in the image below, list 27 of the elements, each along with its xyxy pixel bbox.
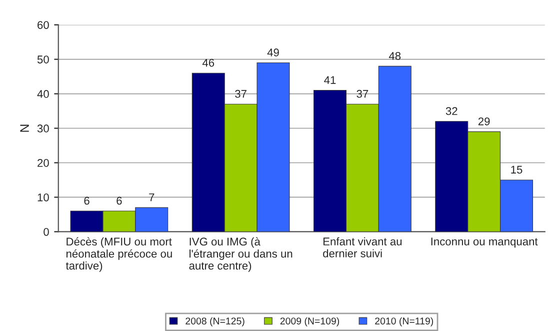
x-tick-label: Enfant vivant au dernier suivi: [323, 237, 402, 258]
y-tick-label: 50: [37, 56, 49, 64]
data-label: 6: [116, 196, 122, 205]
data-label: 6: [84, 196, 90, 205]
data-label: 37: [235, 90, 246, 98]
y-axis-title: N: [20, 124, 29, 132]
data-label: 37: [356, 90, 368, 98]
data-label: 46: [202, 58, 214, 67]
data-label: 41: [324, 76, 336, 84]
y-tick-label: 20: [38, 159, 49, 167]
y-tick-label: 40: [37, 90, 49, 98]
y-tick-label: 60: [38, 21, 49, 29]
data-label: 15: [511, 166, 522, 174]
y-tick-label: 30: [37, 124, 49, 132]
legend-label: 2008 (N=125): [186, 317, 244, 326]
x-tick-label: IVG ou IMG (à l'étranger ou dans un autre centre): [189, 237, 292, 272]
x-tick-label: Inconnu ou manquant: [431, 238, 538, 248]
data-label: 32: [446, 107, 458, 116]
y-tick-label: 10: [38, 193, 49, 202]
data-label: 7: [149, 193, 154, 202]
legend-label: 2010 (N=119): [375, 317, 434, 326]
y-tick-label: 0: [44, 228, 49, 236]
data-label: 48: [388, 52, 401, 60]
data-label: 29: [478, 117, 490, 126]
x-tick-label: Décès (MFIU ou mort néonatale précoce ou tardive): [66, 237, 172, 272]
data-label: 49: [267, 48, 279, 56]
legend-label: 2009 (N=109): [280, 317, 340, 326]
